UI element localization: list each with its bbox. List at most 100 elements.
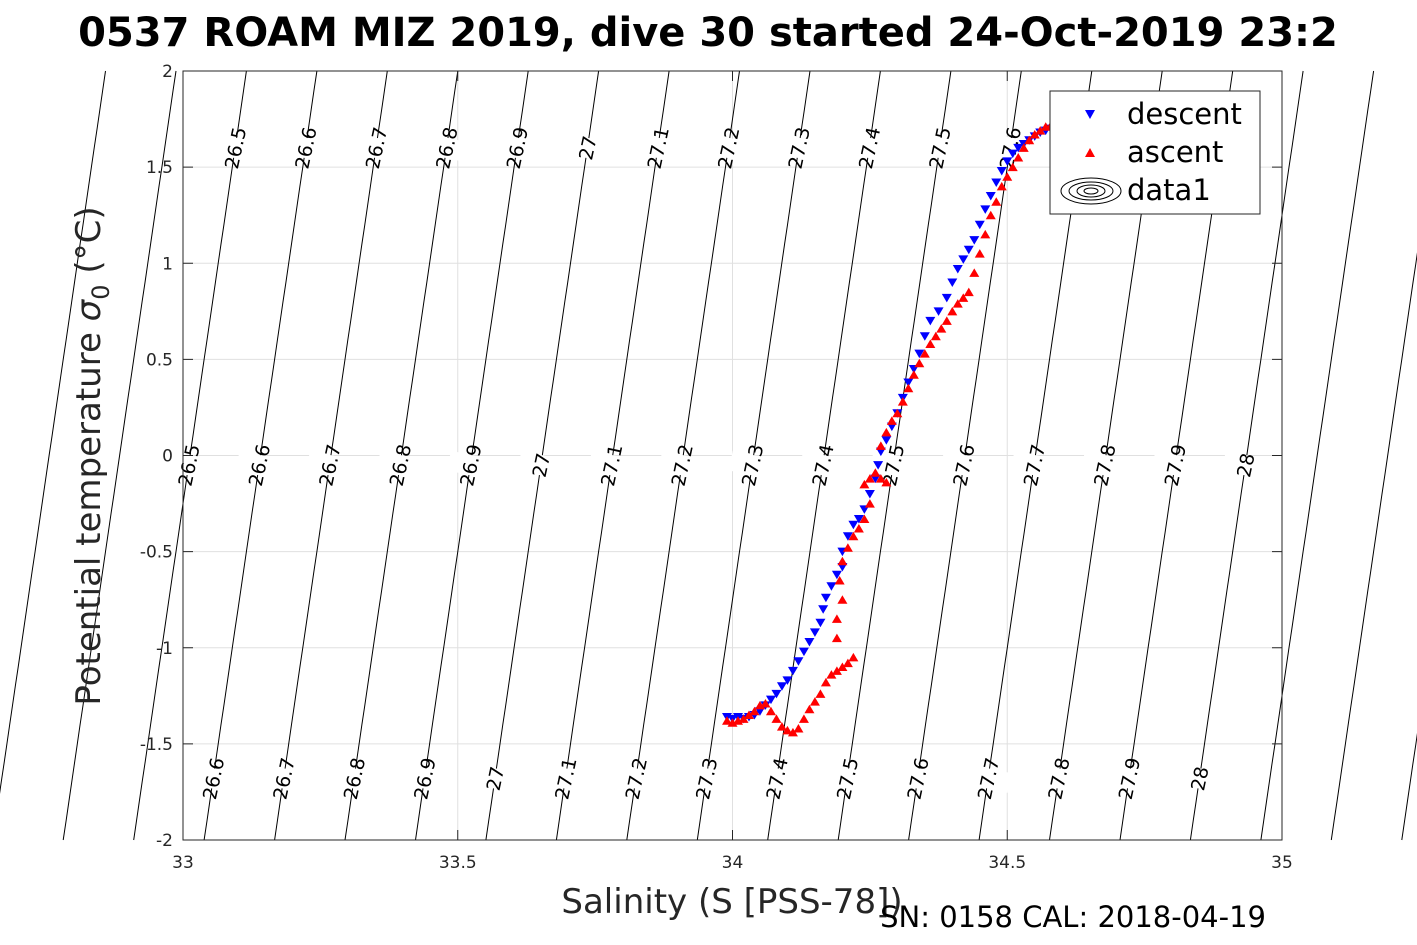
ascent-point	[834, 575, 845, 585]
ascent-point	[941, 316, 952, 325]
y-tick-label: 2	[162, 62, 173, 82]
contour-label-bg	[541, 764, 589, 793]
descent-point	[787, 666, 798, 676]
ascent-point	[980, 229, 991, 239]
descent-point	[782, 676, 793, 685]
ascent-point	[969, 268, 980, 277]
legend-descent-marker	[1085, 110, 1095, 119]
ascent-point	[892, 408, 903, 418]
ascent-point	[787, 727, 798, 737]
contour-label-bg	[916, 133, 964, 163]
ascent-point	[765, 706, 776, 716]
descent-point	[798, 647, 809, 657]
ascent-point	[875, 474, 886, 483]
contour-label-bg	[1034, 764, 1083, 793]
ascent-point	[1024, 135, 1035, 145]
contour-label-bg	[1151, 450, 1199, 480]
contour-label-bg	[1221, 450, 1269, 480]
descent-point	[853, 514, 864, 524]
contour-label-bg	[471, 764, 519, 793]
y-tick-label: 1.5	[146, 158, 173, 178]
descent-point	[974, 220, 985, 230]
y-tick-label: 0	[162, 447, 173, 467]
contour-line	[0, 70, 106, 794]
contour-label-bg	[281, 133, 330, 163]
chart-title: 0537 ROAM MIZ 2019, dive 30 started 24-O…	[78, 10, 1338, 56]
ascent-point	[782, 725, 793, 735]
contour-label-bg	[235, 450, 283, 480]
descent-point	[804, 637, 815, 647]
legend-data1-label: data1	[1127, 173, 1211, 207]
ascent-point	[760, 699, 771, 708]
descent-point	[963, 245, 974, 255]
y-axis-label-main: Potential temperature	[69, 321, 109, 705]
y-tick-label: -0.5	[140, 543, 173, 563]
ascent-point	[793, 723, 804, 733]
descent-point	[776, 682, 787, 691]
descent-point	[864, 489, 875, 499]
x-tick-label: 33.5	[439, 853, 477, 873]
x-tick-label: 35	[1271, 853, 1293, 873]
x-tick-label: 33	[172, 853, 194, 873]
ascent-point	[848, 531, 859, 541]
footer-serial-calibration: SN: 0158 CAL: 2018-04-19	[880, 900, 1266, 934]
legend-ascent-marker	[1085, 148, 1095, 157]
contour-label: 28	[1233, 451, 1260, 479]
contour-label-bg	[1105, 764, 1153, 793]
contour-label-bg	[189, 764, 237, 793]
contour-label-bg	[939, 450, 988, 480]
contour-label-bg	[493, 133, 541, 163]
ascent-point	[881, 427, 892, 437]
contour-label-bg	[165, 450, 213, 480]
ascent-point	[831, 633, 842, 643]
contour-label-bg	[211, 133, 259, 163]
contour-label: 27	[529, 451, 556, 479]
contour-label-bg	[612, 764, 660, 793]
ascent-point	[925, 339, 936, 348]
x-axis-label: Salinity (S [PSS-78])	[561, 882, 902, 922]
contour-label-bg	[305, 450, 354, 480]
ascent-point	[963, 287, 974, 297]
contour-label-bg	[775, 133, 823, 163]
ascent-point	[1007, 162, 1018, 172]
descent-point	[815, 618, 826, 628]
ascent-point	[864, 474, 875, 483]
contour-label-bg	[446, 450, 495, 480]
descent-point	[947, 278, 958, 287]
descent-point	[991, 178, 1002, 188]
ascent-point	[815, 689, 826, 698]
y-tick-label: 0.5	[146, 350, 173, 370]
contour-label-bg	[352, 133, 400, 163]
ascent-point	[958, 293, 969, 302]
descent-point	[818, 605, 829, 614]
ascent-point	[738, 714, 749, 723]
contour-label-bg	[1080, 450, 1129, 480]
ascent-point	[886, 416, 897, 425]
legend-data1-marker	[1060, 177, 1122, 205]
ascent-point	[996, 181, 1007, 191]
x-tick-label: 34.5	[988, 853, 1026, 873]
ascent-point	[974, 249, 985, 258]
descent-point	[952, 265, 963, 274]
descent-point	[1013, 143, 1024, 153]
contour-label-bg	[682, 764, 730, 793]
ascent-point	[881, 477, 892, 487]
descent-point	[958, 255, 969, 264]
descent-point	[969, 236, 980, 245]
ascent-point	[820, 677, 831, 687]
ascent-point	[870, 468, 881, 477]
contour-label-bg	[845, 133, 893, 163]
contour-label-bg	[1010, 450, 1058, 480]
contour-label-bg	[376, 450, 424, 480]
x-axis-ticks: 33 33.5 34 34.5 35	[172, 71, 1293, 873]
ascent-point	[722, 716, 733, 725]
contour-label-bg	[1175, 764, 1224, 793]
contour-label-bg	[400, 764, 449, 793]
descent-point	[793, 657, 804, 666]
contour-label-bg	[587, 450, 635, 480]
ascent-point	[1018, 143, 1029, 152]
ascent-point	[842, 658, 853, 668]
descent-point	[914, 349, 925, 359]
descent-point	[996, 166, 1007, 176]
ascent-point	[809, 697, 820, 706]
